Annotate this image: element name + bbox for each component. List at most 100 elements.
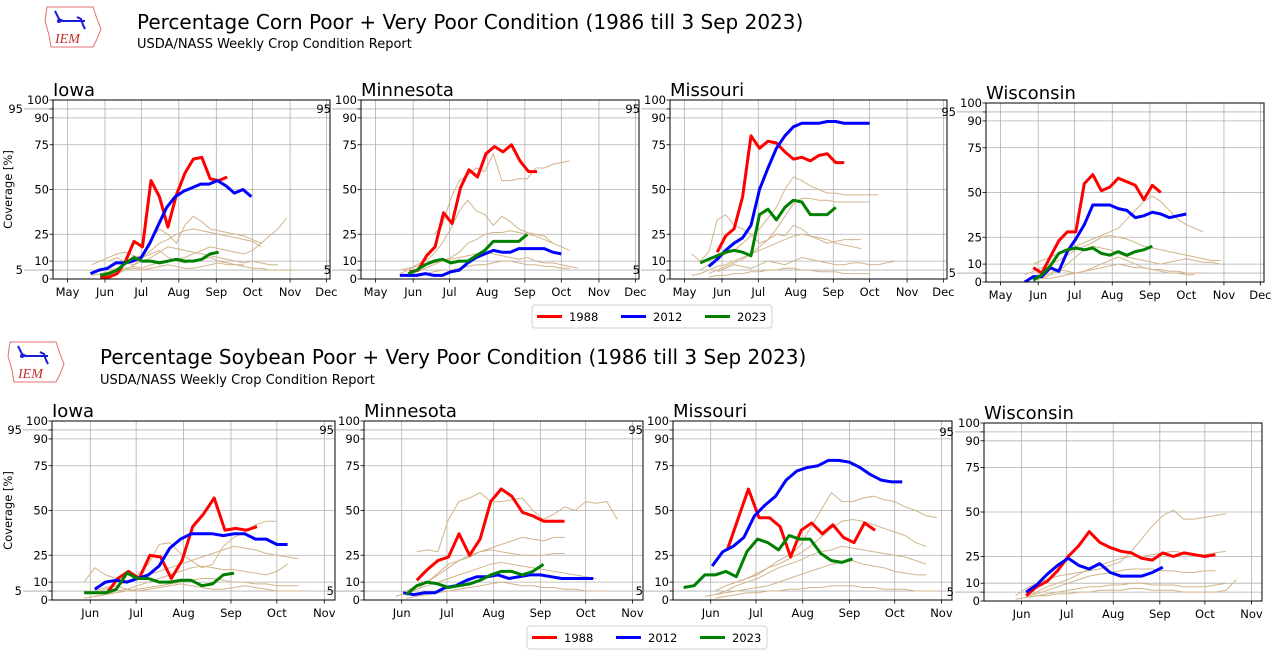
other-year-line: [1026, 568, 1216, 597]
y-tick-label: 100: [27, 93, 49, 107]
x-tick-label: Jun: [80, 606, 99, 620]
y-tick-label: 75: [342, 138, 357, 152]
x-tick-label: Jul: [750, 285, 765, 299]
legend-label-2023: 2023: [732, 631, 761, 645]
x-tick-label: Oct: [1176, 288, 1196, 302]
y-tick-label: 95: [316, 102, 331, 116]
y-tick-label: 95: [939, 425, 954, 439]
plot-area: [1015, 509, 1237, 600]
x-tick-label: Oct: [243, 285, 263, 299]
y-tick-label: 50: [34, 183, 49, 197]
series-line-2023: [99, 250, 219, 277]
x-tick-label: Sep: [205, 285, 227, 299]
x-tick-label: Oct: [1195, 607, 1215, 621]
other-year-line: [1041, 256, 1195, 278]
axes-frame: [669, 99, 948, 280]
series-line-1988: [725, 487, 876, 559]
other-year-line: [91, 249, 245, 266]
plot-area: [89, 155, 295, 279]
series-line-1988: [715, 134, 845, 253]
y-tick-label: 50: [654, 504, 669, 518]
x-tick-label: Dec: [932, 285, 954, 299]
corn-legend: 1988 2012 2023: [531, 304, 773, 329]
y-tick-label: 100: [644, 93, 666, 107]
y-tick-label: 75: [967, 141, 982, 155]
y-tick-label: 95: [625, 102, 640, 116]
panel-title: Minnesota: [361, 80, 454, 101]
x-tick-label: Jun: [392, 606, 411, 620]
series-line-2012: [399, 247, 562, 277]
legend-label-1988: 1988: [569, 310, 598, 324]
series-line-1988: [415, 487, 565, 582]
y-tick-label: 100: [960, 96, 982, 110]
other-year-line: [704, 560, 927, 597]
panel-title: Missouri: [673, 401, 747, 422]
y-tick-label: 95: [7, 423, 22, 437]
x-tick-label: Jun: [712, 285, 731, 299]
y-tick-label: 25: [342, 227, 357, 241]
x-tick-label: Jul: [1067, 288, 1082, 302]
y-tick-label: 50: [342, 183, 357, 197]
y-tick-label: 5: [636, 584, 643, 598]
x-tick-label: Oct: [267, 606, 287, 620]
plot-area: [691, 120, 896, 278]
y-tick-label: 25: [345, 548, 360, 562]
other-year-line: [94, 545, 299, 594]
plot-area: [83, 496, 309, 599]
panel-missouri: 0 5 10 25 50 75 90 95 100 May Jun Jul Aug Sep Oct Nov De…: [625, 80, 954, 299]
other-year-line: [1026, 579, 1237, 598]
y-tick-label: 0: [659, 272, 666, 286]
plot-area: [395, 487, 618, 599]
y-tick-label: 90: [967, 114, 982, 128]
panel-title: Iowa: [53, 80, 95, 101]
x-tick-label: Aug: [791, 606, 813, 620]
x-tick-label: Aug: [1101, 288, 1123, 302]
x-tick-label: Jul: [442, 285, 457, 299]
y-tick-label: 100: [338, 414, 360, 428]
other-year-line: [1024, 234, 1221, 276]
axes-frame: [360, 99, 640, 280]
panel-iowa: 0 5 10 25 50 75 90 95 100 Jun Jul Aug Sep Oct Nov Iowa C…: [1, 401, 336, 620]
axes-frame: [985, 102, 1265, 283]
panel-title: Wisconsin: [986, 83, 1076, 104]
iem-logo: IEM: [7, 341, 65, 383]
y-tick-label: 95: [319, 423, 334, 437]
y-tick-label: 10: [967, 257, 982, 271]
x-tick-label: Jun: [701, 606, 720, 620]
series-line-2012: [93, 532, 288, 591]
other-year-line: [100, 228, 262, 278]
y-tick-label: 10: [342, 254, 357, 268]
x-tick-label: Jul: [748, 606, 763, 620]
other-year-line: [708, 197, 870, 275]
series-line-2023: [405, 562, 545, 596]
y-tick-label: 5: [15, 584, 22, 598]
axes-frame: [363, 420, 644, 601]
y-tick-label: 5: [633, 263, 640, 277]
other-year-line: [408, 230, 570, 276]
y-tick-label: 100: [26, 414, 48, 428]
series-line-1988: [1032, 173, 1162, 275]
other-year-line: [708, 267, 870, 278]
x-tick-label: Aug: [168, 285, 190, 299]
other-year-line: [416, 260, 570, 275]
series-line-2023: [407, 233, 529, 275]
soybean-figure-title: Percentage Soybean Poor + Very Poor Cond…: [100, 345, 806, 369]
x-tick-label: Jul: [133, 285, 148, 299]
x-tick-label: Sep: [1149, 607, 1171, 621]
other-year-line: [699, 176, 879, 271]
series-line-2023: [1032, 244, 1153, 282]
panel-title: Minnesota: [364, 401, 457, 422]
y-tick-label: 50: [651, 183, 666, 197]
y-tick-label: 5: [949, 266, 956, 280]
series-line-1988: [409, 143, 537, 274]
y-tick-label: 10: [345, 575, 360, 589]
axes-frame: [983, 422, 1263, 602]
x-tick-label: May: [673, 285, 697, 299]
other-year-line: [433, 152, 570, 235]
x-tick-label: Nov: [1240, 607, 1263, 621]
x-tick-label: Nov: [896, 285, 919, 299]
y-tick-label: 0: [975, 275, 982, 289]
logo-text: IEM: [54, 32, 81, 47]
x-tick-label: May: [364, 285, 388, 299]
